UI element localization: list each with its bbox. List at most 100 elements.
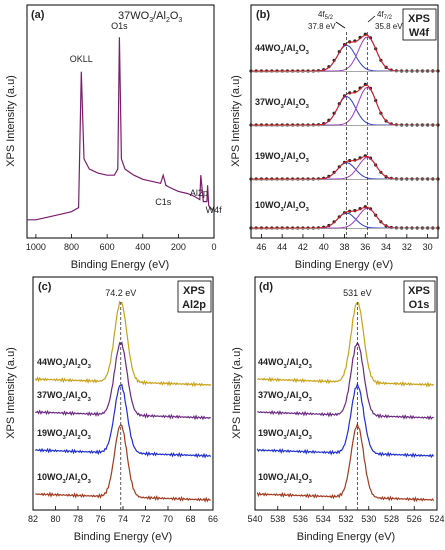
panel-b-xtick-label: 34 bbox=[381, 242, 391, 252]
panel-b-series-label: 10WO3/Al2O3 bbox=[255, 200, 310, 213]
panel-c-spectrum-line bbox=[34, 300, 212, 388]
panel-a-peak-label: O1s bbox=[111, 21, 128, 31]
panel-b-series-label: 37WO3/Al2O3 bbox=[255, 97, 310, 110]
panel-d-xlabel: Binding Energy (eV) bbox=[297, 531, 395, 543]
panel-d-xtick-label: 540 bbox=[247, 514, 262, 524]
panel-b-fit-envelope bbox=[251, 206, 438, 229]
panel-a-survey-line bbox=[27, 37, 214, 221]
panel-a-peak-label: Al2p bbox=[190, 188, 208, 198]
panel-a-xtick-label: 800 bbox=[64, 242, 79, 252]
panel-c-series-label: 10WO3/Al2O3 bbox=[37, 472, 92, 485]
panel-c-xtick-label: 76 bbox=[95, 514, 105, 524]
panel-b-xtick-label: 30 bbox=[423, 242, 433, 252]
panel-a-xtick-label: 200 bbox=[171, 242, 186, 252]
panel-d-series-label: 44WO3/Al2O3 bbox=[258, 357, 313, 370]
panel-c-xtick-label: 68 bbox=[185, 514, 195, 524]
panel-b-tag: XPS W4f bbox=[402, 8, 437, 41]
panel-c-tag: XPS Al2p bbox=[177, 280, 212, 313]
panel-c-xtick-label: 70 bbox=[163, 514, 173, 524]
panel-b-series-label: 19WO3/Al2O3 bbox=[255, 151, 310, 164]
panel-d-spectrum-line bbox=[256, 422, 435, 503]
panel-c-spectrum-line bbox=[35, 341, 211, 421]
panel-d-xtick-label: 538 bbox=[270, 514, 285, 524]
panel-b-annot-energy-52: 37.8 eV bbox=[308, 22, 336, 31]
panel-b-tag-top: XPS bbox=[408, 13, 430, 25]
panel-a-xtick-label: 0 bbox=[211, 242, 216, 252]
panel-d-letter: (d) bbox=[259, 281, 273, 293]
panel-d-xtick-label: 536 bbox=[293, 514, 308, 524]
panel-c-xtick-label: 80 bbox=[50, 514, 60, 524]
panel-c-xtick-label: 78 bbox=[73, 514, 83, 524]
panel-a-xtick-label: 400 bbox=[135, 242, 150, 252]
panel-b-annot-energy-72: 35.8 eV bbox=[375, 22, 403, 31]
panel-c-xlabel: Binding Energy (eV) bbox=[74, 531, 172, 543]
panel-b-annot-4f52: 4f5/2 bbox=[318, 10, 334, 21]
panel-c-tag-top: XPS bbox=[183, 285, 205, 297]
panel-b-xtick-label: 32 bbox=[402, 242, 412, 252]
panel-d-xtick-label: 530 bbox=[361, 514, 376, 524]
panel-b-fit-4f52 bbox=[251, 162, 438, 180]
panel-b-xtick-label: 46 bbox=[256, 242, 266, 252]
panel-d-spectrum-line bbox=[257, 301, 435, 388]
panel-a-xtick-label: 600 bbox=[100, 242, 115, 252]
panel-c-xtick-label: 72 bbox=[140, 514, 150, 524]
panel-b-series-label: 44WO3/Al2O3 bbox=[255, 43, 310, 56]
panel-b-baseline bbox=[252, 124, 437, 127]
panel-b-arrow-52 bbox=[335, 21, 346, 29]
panel-d-tag-bottom: O1s bbox=[409, 299, 430, 311]
panel-d-tag-top: XPS bbox=[408, 285, 430, 297]
panel-b-fit-4f72 bbox=[251, 36, 438, 72]
panel-c-spectrum-line bbox=[35, 424, 211, 503]
panel-a-peak-label: C1s bbox=[155, 197, 172, 207]
panel-a-letter: (a) bbox=[31, 9, 45, 21]
panel-c-xtick-label: 82 bbox=[28, 514, 38, 524]
panel-b-xtick-label: 40 bbox=[319, 242, 329, 252]
panel-d-xtick-label: 534 bbox=[316, 514, 331, 524]
panel-d-xtick-label: 532 bbox=[338, 514, 353, 524]
panel-d-spectrum-line bbox=[256, 382, 435, 459]
panel-a-xtick-label: 1000 bbox=[26, 242, 46, 252]
panel-c-series-label: 19WO3/Al2O3 bbox=[37, 428, 92, 441]
panel-a-title: 37WO3/Al2O3 bbox=[118, 10, 182, 24]
plot-layer: 1000 800 600 400 200 0 OKLL O1s C1s Al2p W4f 46 44 42… bbox=[26, 10, 445, 524]
panel-b-letter: (b) bbox=[256, 9, 270, 21]
panel-c-xtick-label: 66 bbox=[208, 514, 218, 524]
panel-a-frame bbox=[26, 4, 215, 239]
panel-d-xtick-label: 524 bbox=[429, 514, 444, 524]
panel-b-fit-envelope bbox=[251, 34, 438, 72]
panel-d-series-label: 37WO3/Al2O3 bbox=[258, 390, 313, 403]
panel-b-xtick-label: 36 bbox=[360, 242, 370, 252]
panel-d-series-label: 19WO3/Al2O3 bbox=[258, 428, 313, 441]
panel-b-baseline bbox=[252, 178, 437, 181]
panel-c-tag-bottom: Al2p bbox=[182, 299, 206, 311]
panel-b-xtick-label: 42 bbox=[298, 242, 308, 252]
panel-b-baseline bbox=[252, 227, 437, 230]
panel-d-series-label: 10WO3/Al2O3 bbox=[258, 472, 313, 485]
panel-c-series-label: 37WO3/Al2O3 bbox=[37, 390, 92, 403]
panel-c-letter: (c) bbox=[38, 281, 52, 293]
panel-b-ylabel: XPS Intensity (a.u) bbox=[230, 75, 242, 167]
panel-d-xtick-label: 528 bbox=[384, 514, 399, 524]
panel-c-series-label: 44WO3/Al2O3 bbox=[37, 357, 92, 370]
panel-b-fit-4f52 bbox=[251, 212, 438, 229]
panel-d-ylabel: XPS Intensity (a.u) bbox=[231, 347, 243, 439]
panel-a-peak-label: W4f bbox=[206, 205, 223, 215]
panel-b-xlabel: Binding Energy (eV) bbox=[295, 259, 393, 271]
panel-c-spectrum-line bbox=[34, 383, 212, 459]
panel-c-peak-annotation: 74.2 eV bbox=[105, 288, 136, 298]
panel-b-annot-4f72: 4f7/2 bbox=[377, 10, 393, 21]
panel-b-xtick-label: 38 bbox=[339, 242, 349, 252]
panel-b-baseline bbox=[252, 70, 437, 73]
panel-b-xtick-label: 44 bbox=[277, 242, 287, 252]
panel-b-tag-bottom: W4f bbox=[409, 27, 430, 39]
panel-a-ylabel: XPS Intensity (a.u) bbox=[5, 75, 17, 167]
panel-c-xtick-label: 74 bbox=[118, 514, 128, 524]
panel-d-peak-annotation: 531 eV bbox=[343, 288, 372, 298]
panel-c-ylabel: XPS Intensity (a.u) bbox=[5, 347, 17, 439]
panel-b-arrow-72 bbox=[367, 15, 376, 23]
panel-a-peak-label: OKLL bbox=[70, 54, 93, 64]
panel-d-spectrum-line bbox=[257, 341, 434, 421]
panel-d-xtick-label: 526 bbox=[407, 514, 422, 524]
panel-a-xlabel: Binding Energy (eV) bbox=[71, 259, 169, 271]
